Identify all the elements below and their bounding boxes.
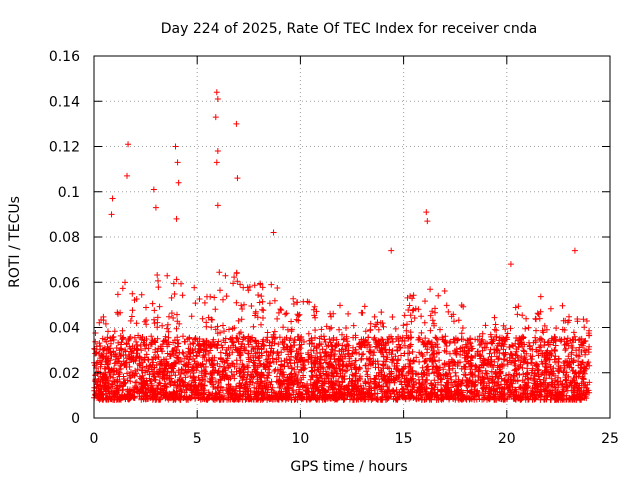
y-tick-label: 0.04 xyxy=(49,321,80,337)
grid-lines xyxy=(94,56,610,418)
x-tick-label: 25 xyxy=(601,431,619,447)
roti-outlier-point xyxy=(173,215,180,222)
roti-outlier-point xyxy=(109,195,116,202)
roti-outlier-point xyxy=(424,218,431,225)
y-axis-label: ROTI / TECUs xyxy=(7,196,23,288)
roti-outlier-point xyxy=(270,229,277,236)
y-tick-label: 0.12 xyxy=(49,140,80,156)
y-tick-label: 0.06 xyxy=(49,275,80,291)
roti-outlier-point xyxy=(150,186,157,193)
roti-outlier-point xyxy=(423,209,430,216)
x-tick-label: 5 xyxy=(193,431,202,447)
roti-outlier-point xyxy=(152,204,159,211)
x-tick-label: 0 xyxy=(90,431,99,447)
roti-outlier-point xyxy=(213,89,220,96)
roti-outlier-point xyxy=(214,95,221,102)
roti-outlier-point xyxy=(125,141,132,148)
data-points xyxy=(91,89,593,403)
roti-outlier-point xyxy=(571,247,578,254)
roti-outlier-point xyxy=(507,261,514,268)
y-tick-label: 0 xyxy=(71,411,80,427)
axis-ticks: 0 0.02 0.04 0.06 0.08 0.1 0.12 0.14 0.16 0 5 10 15 20… xyxy=(49,49,619,447)
roti-outlier-point xyxy=(234,175,241,182)
y-tick-label: 0.16 xyxy=(49,49,80,65)
roti-outlier-point xyxy=(124,172,131,179)
y-tick-label: 0.1 xyxy=(58,185,80,201)
roti-outlier-point xyxy=(388,247,395,254)
roti-point-cloud xyxy=(91,269,593,403)
x-axis-label: GPS time / hours xyxy=(290,459,407,475)
roti-outlier-point xyxy=(212,114,219,121)
roti-outlier-point xyxy=(213,159,220,166)
x-tick-label: 15 xyxy=(395,431,413,447)
x-tick-label: 20 xyxy=(498,431,516,447)
x-tick-label: 10 xyxy=(291,431,309,447)
roti-outlier-point xyxy=(172,143,179,150)
roti-outlier-point xyxy=(175,179,182,186)
roti-outlier-point xyxy=(233,120,240,127)
y-tick-label: 0.08 xyxy=(49,230,80,246)
y-tick-label: 0.14 xyxy=(49,94,80,110)
roti-outlier-point xyxy=(214,202,221,209)
roti-outlier-point xyxy=(108,211,115,218)
chart-title: Day 224 of 2025, Rate Of TEC Index for r… xyxy=(161,21,537,37)
roti-outlier-point xyxy=(214,148,221,155)
y-tick-label: 0.02 xyxy=(49,366,80,382)
roti-outlier-point xyxy=(174,159,181,166)
